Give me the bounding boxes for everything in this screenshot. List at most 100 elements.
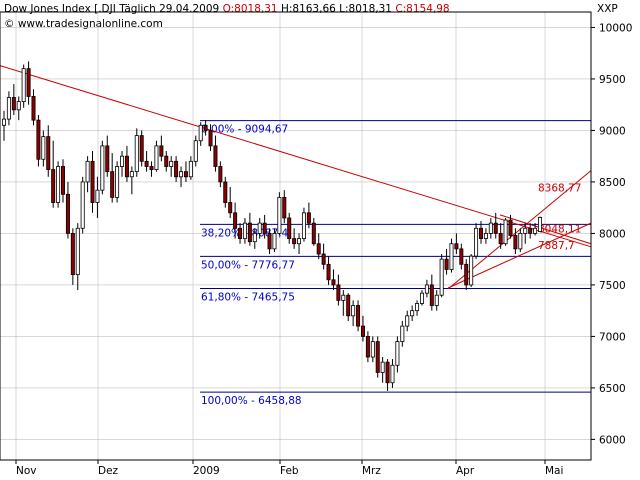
candle-body — [321, 253, 326, 265]
candle-body — [272, 233, 277, 250]
candle-body — [513, 235, 518, 250]
plot-frame — [0, 11, 592, 461]
candle-body — [95, 189, 100, 203]
candle-body — [144, 160, 149, 167]
candle-body — [159, 145, 164, 157]
candle-body — [370, 341, 375, 358]
candle-body — [523, 227, 528, 234]
candle-body — [326, 263, 331, 281]
candle-body — [228, 202, 233, 214]
candle-body — [459, 248, 464, 265]
candle-body — [287, 217, 292, 239]
candle-body — [493, 222, 498, 234]
candle-body — [380, 361, 385, 373]
ticker-label: XXP — [597, 3, 618, 15]
candle-body — [336, 284, 341, 301]
candle-body — [301, 212, 306, 239]
candles — [2, 61, 542, 391]
candle-body — [419, 292, 424, 304]
candle-body — [297, 238, 302, 245]
candle-body — [203, 124, 208, 131]
candle-body — [488, 222, 493, 234]
candle-body — [233, 212, 238, 229]
candle-body — [503, 219, 508, 245]
candle-body — [16, 101, 21, 111]
candle-body — [188, 160, 193, 178]
trend-value-label: 8368,77 — [538, 182, 581, 194]
candle-body — [80, 181, 85, 229]
candle-body — [395, 341, 400, 366]
chart-grid — [0, 12, 591, 460]
trend-line — [499, 214, 592, 245]
candle-body — [341, 294, 346, 301]
candle-body — [193, 140, 198, 162]
candle-body — [311, 222, 316, 245]
candle-body — [100, 145, 105, 191]
candle-body — [415, 303, 420, 312]
candle-body — [65, 193, 70, 234]
candle-body — [198, 124, 203, 142]
y-tick-label: 7500 — [599, 280, 626, 292]
candle-body — [518, 233, 523, 250]
candle-body — [208, 130, 213, 147]
candle-body — [120, 155, 125, 167]
x-tick-label: Dez — [98, 465, 119, 477]
candle-body — [316, 243, 321, 255]
candle-body — [124, 155, 129, 178]
candle-body — [174, 160, 179, 178]
candle-body — [2, 118, 6, 126]
candle-body — [154, 145, 159, 170]
candle-body — [90, 160, 95, 203]
candle-body — [26, 68, 31, 97]
candle-body — [36, 119, 41, 160]
candle-body — [70, 233, 75, 276]
candle-body — [331, 279, 336, 286]
trend-lines: 8368,77 8048,11 7887,7 — [0, 65, 592, 290]
candle-body — [213, 145, 218, 167]
candle-body — [115, 166, 120, 198]
fib-level-label: 50,00% - 7776,77 — [201, 259, 295, 271]
candle-body — [164, 155, 169, 167]
candle-body — [483, 233, 488, 239]
candle-body — [242, 222, 247, 239]
candle-body — [282, 196, 287, 219]
candle-body — [390, 364, 395, 384]
candle-body — [51, 169, 56, 203]
candle-body — [464, 263, 469, 286]
fib-level-label: 0,00% - 9094,67 — [201, 124, 288, 136]
candle-body — [444, 258, 449, 270]
candle-body — [277, 196, 282, 234]
candle-body — [469, 255, 474, 286]
candle-body — [139, 135, 144, 162]
candle-body — [262, 222, 267, 234]
x-tick-label: Apr — [456, 465, 475, 477]
y-tick-label: 6000 — [599, 434, 626, 446]
candle-body — [405, 315, 410, 327]
trend-line — [0, 65, 592, 248]
candle-body — [75, 227, 80, 276]
candle-body — [360, 325, 365, 337]
candle-body — [439, 258, 444, 296]
candle-body — [21, 68, 26, 102]
y-tick-label: 8000 — [599, 228, 626, 240]
candle-body — [247, 222, 252, 243]
candle-body — [61, 166, 66, 195]
candle-body — [538, 217, 542, 232]
candle-body — [179, 171, 184, 178]
candle-body — [375, 341, 380, 373]
candle-body — [306, 212, 311, 224]
candle-body — [454, 243, 459, 250]
candle-body — [410, 310, 415, 317]
fib-level-label: 100,00% - 6458,88 — [201, 395, 302, 407]
candle-body — [346, 294, 351, 317]
candle-body — [238, 227, 243, 239]
candle-body — [110, 171, 115, 198]
candle-body — [400, 325, 405, 342]
candle-body — [56, 166, 61, 203]
candle-body — [41, 136, 46, 160]
candle-body — [267, 233, 272, 250]
website-credit: © www.tradesignalonline.com — [4, 18, 163, 30]
y-tick-label: 6500 — [599, 383, 626, 395]
candle-body — [129, 171, 134, 178]
candle-body — [292, 238, 297, 245]
